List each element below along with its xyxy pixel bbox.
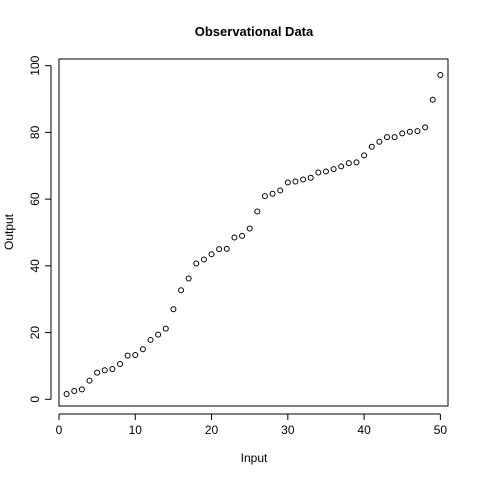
data-point: [284, 179, 291, 186]
data-point: [322, 168, 329, 175]
data-point: [368, 143, 375, 150]
data-point: [277, 187, 284, 194]
x-tick-label: 10: [129, 423, 143, 437]
x-tick-label: 20: [205, 423, 219, 437]
data-point: [246, 225, 253, 232]
data-point: [330, 166, 337, 173]
y-tick-label: 20: [28, 326, 42, 340]
data-point: [71, 387, 78, 394]
data-point: [223, 245, 230, 252]
data-point: [307, 174, 314, 181]
data-point: [345, 160, 352, 167]
data-point: [78, 386, 85, 393]
data-point: [399, 130, 406, 137]
y-axis: 0 20 40 60 80 100: [28, 55, 52, 403]
data-point: [406, 128, 413, 135]
chart-title: Observational Data: [195, 24, 314, 39]
data-point: [361, 152, 368, 159]
data-point: [178, 287, 185, 294]
data-point: [300, 176, 307, 183]
data-point: [170, 306, 177, 313]
data-point: [414, 128, 421, 135]
data-point: [376, 138, 383, 145]
data-point: [254, 208, 261, 215]
y-tick-label: 80: [28, 125, 42, 139]
data-point: [200, 256, 207, 263]
data-point: [147, 336, 154, 343]
x-tick-label: 40: [357, 423, 371, 437]
data-point: [315, 169, 322, 176]
x-tick-label: 50: [434, 423, 448, 437]
data-point: [269, 190, 276, 197]
data-point: [353, 159, 360, 166]
data-point: [422, 124, 429, 131]
data-point: [139, 346, 146, 353]
y-axis-label: Output: [2, 213, 16, 250]
data-point: [239, 232, 246, 239]
y-tick-label: 40: [28, 259, 42, 273]
data-point: [391, 134, 398, 141]
x-tick-label: 30: [281, 423, 295, 437]
plot-area-border: [58, 58, 449, 407]
x-axis: 0 10 20 30 40 50: [56, 413, 448, 437]
x-axis-label: Input: [241, 451, 268, 465]
data-points: [63, 72, 444, 397]
data-point: [429, 96, 436, 103]
data-point: [338, 163, 345, 170]
data-point: [216, 246, 223, 253]
data-point: [124, 352, 131, 359]
y-tick-label: 60: [28, 192, 42, 206]
data-point: [437, 72, 444, 79]
data-point: [63, 390, 70, 397]
data-point: [208, 251, 215, 258]
data-point: [261, 193, 268, 200]
data-point: [132, 351, 139, 358]
data-point: [162, 325, 169, 332]
data-point: [94, 369, 101, 376]
data-point: [292, 178, 299, 185]
data-point: [383, 134, 390, 141]
data-point: [109, 365, 116, 372]
x-tick-label: 0: [56, 423, 63, 437]
data-point: [231, 234, 238, 241]
data-point: [185, 275, 192, 282]
data-point: [155, 331, 162, 338]
y-tick-label: 100: [28, 55, 42, 75]
y-tick-label: 0: [28, 396, 42, 403]
data-point: [193, 260, 200, 267]
data-point: [86, 377, 93, 384]
data-point: [117, 360, 124, 367]
data-point: [101, 367, 108, 374]
